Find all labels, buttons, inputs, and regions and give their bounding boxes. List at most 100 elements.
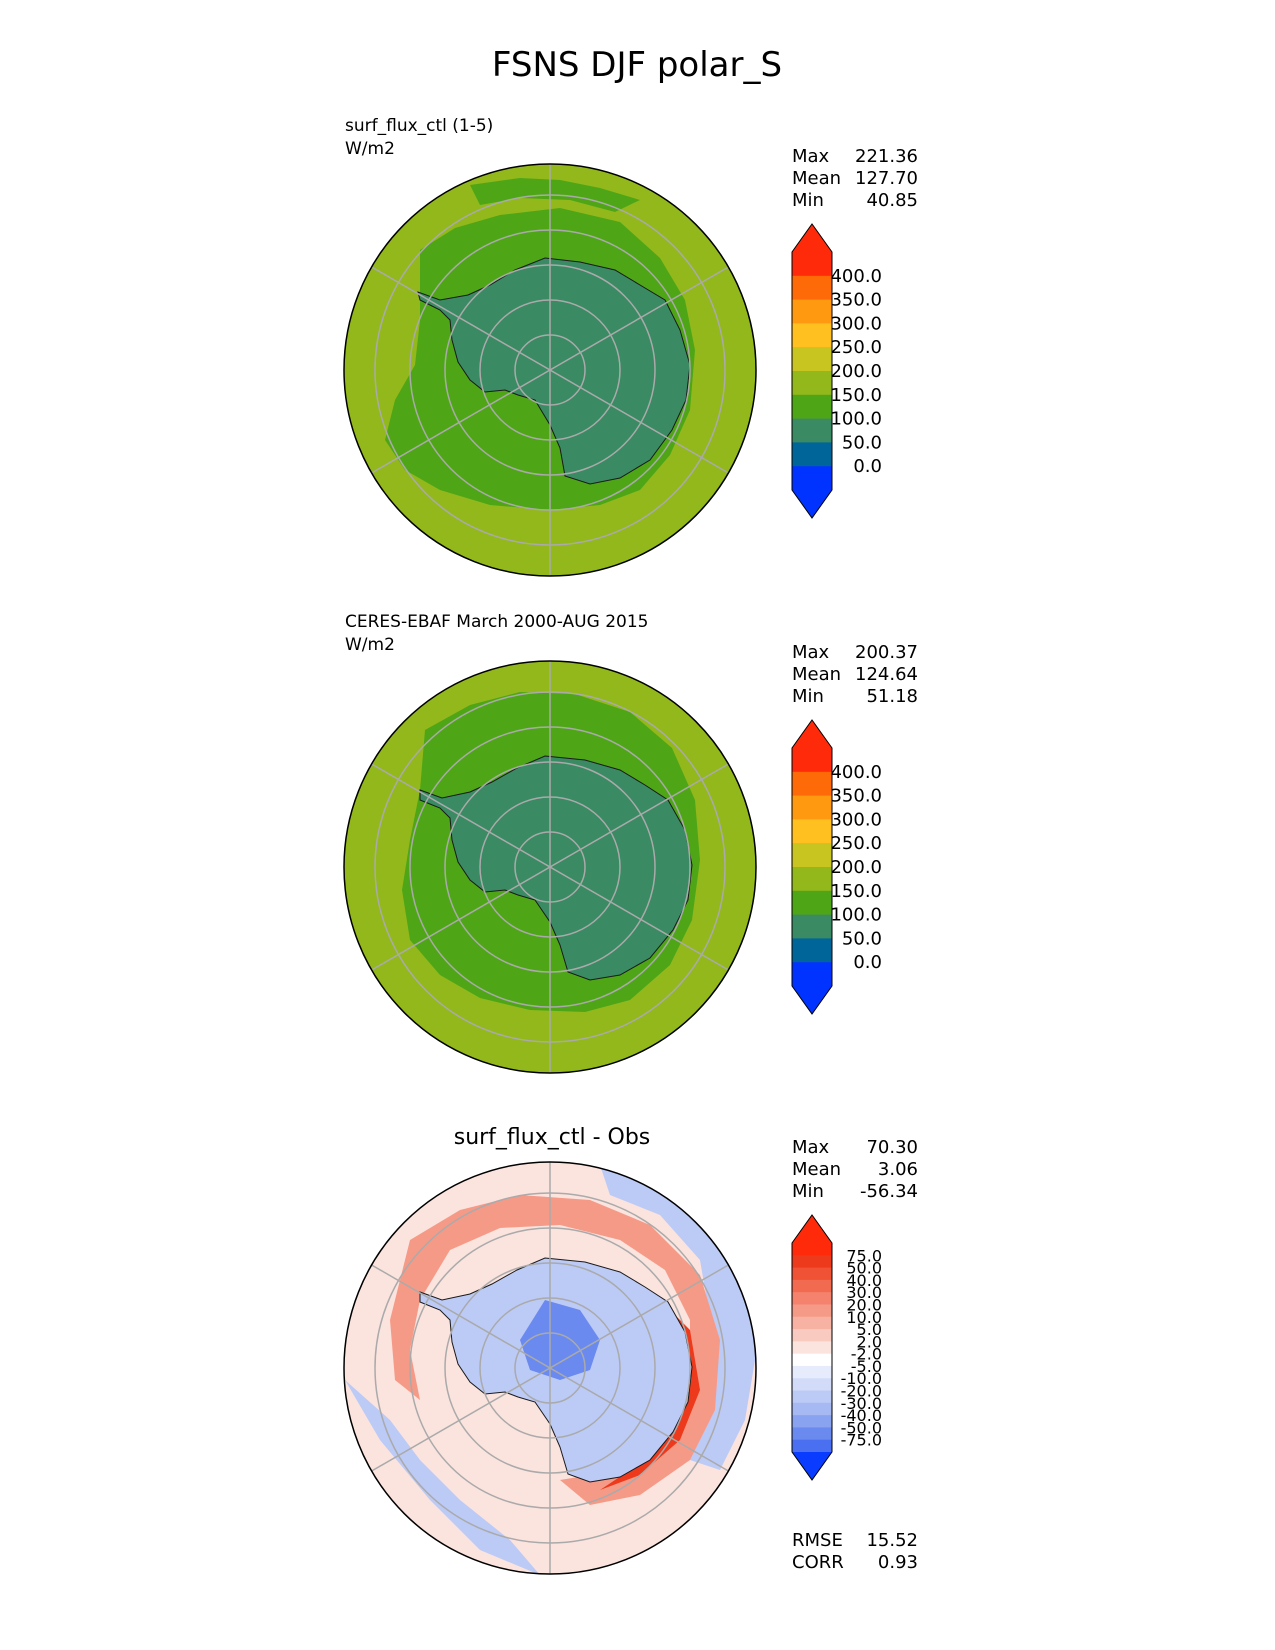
stat-value: 200.37 xyxy=(855,642,918,663)
colorbar-segment xyxy=(792,1255,832,1269)
colorbar-tick-label: 400.0 xyxy=(830,266,882,287)
colorbar-segment xyxy=(792,1304,832,1318)
colorbar-segment xyxy=(792,1427,832,1441)
stats-block: Max 70.30 Mean 3.06 Min -56.34 xyxy=(792,1137,918,1202)
stat-label: Min xyxy=(792,190,824,211)
map-boundary xyxy=(343,163,757,577)
colorbar-segment xyxy=(792,1402,832,1416)
panel-model: surf_flux_ctl (1-5) W/m2 Max 221.36 Mean… xyxy=(343,116,918,577)
stat-value: 51.18 xyxy=(866,686,918,707)
colorbar-segment xyxy=(792,1329,832,1342)
colorbar-tick-label: -30.0 xyxy=(841,1394,882,1413)
colorbar-tick-label: 300.0 xyxy=(830,313,882,334)
colorbar-segment xyxy=(792,275,832,301)
colorbar-segment xyxy=(792,1365,832,1379)
colorbar-tick-label: -5.0 xyxy=(851,1357,882,1376)
map-graticule xyxy=(371,661,729,1073)
panel-title: surf_flux_ctl (1-5) xyxy=(345,116,493,136)
colorbar-tick-label: 5.0 xyxy=(857,1320,882,1339)
colorbar-segment xyxy=(792,962,832,987)
colorbar: 75.050.040.030.020.010.05.02.0-2.0-5.0-1… xyxy=(791,1214,882,1481)
colorbar-tick-label: 0.0 xyxy=(853,456,882,477)
panel-observation: CERES-EBAF March 2000-AUG 2015 W/m2 Max … xyxy=(343,612,918,1074)
metrics-block: RMSE 15.52 CORR 0.93 xyxy=(792,1530,918,1573)
colorbar-tick-label: 150.0 xyxy=(830,881,882,902)
stat-value: -56.34 xyxy=(860,1181,918,1202)
colorbar-segment xyxy=(792,914,832,939)
stat-value: 70.30 xyxy=(866,1137,918,1158)
stat-value: 40.85 xyxy=(866,190,918,211)
colorbar-tick-label: 50.0 xyxy=(842,928,882,949)
colorbar-tick-label: 350.0 xyxy=(830,290,882,311)
colorbar-segment xyxy=(792,748,832,773)
stat-value: 124.64 xyxy=(855,664,918,685)
colorbar-tick-label: 2.0 xyxy=(857,1332,882,1351)
colorbar-segment xyxy=(792,867,832,892)
stat-label: Min xyxy=(792,1181,824,1202)
colorbar-tick-label: 400.0 xyxy=(830,762,882,783)
colorbar-segment xyxy=(792,442,832,467)
colorbar-segment xyxy=(792,1439,832,1453)
colorbar-segment xyxy=(792,466,832,491)
colorbar-tick-label: 350.0 xyxy=(830,786,882,807)
polar-map xyxy=(344,164,756,576)
colorbar-segment xyxy=(792,1415,832,1428)
colorbar-tick-label: 0.0 xyxy=(853,952,882,973)
colorbar-segment xyxy=(792,1292,832,1305)
colorbar-segment xyxy=(792,1267,832,1281)
colorbar-tick-label: 250.0 xyxy=(830,337,882,358)
panel-units: W/m2 xyxy=(345,139,395,159)
colorbar-segment xyxy=(792,1378,832,1392)
colorbar-tick-label: -2.0 xyxy=(851,1345,882,1364)
map-antarctica xyxy=(417,257,691,485)
map-boundary xyxy=(343,1161,757,1575)
colorbar-segment xyxy=(792,1390,832,1404)
colorbar-tick-label: 30.0 xyxy=(846,1283,882,1302)
colorbar-tick-label: -10.0 xyxy=(841,1369,882,1388)
stat-label: Mean xyxy=(792,664,841,685)
colorbar-outline xyxy=(791,223,833,519)
stat-value: 221.36 xyxy=(855,146,918,167)
colorbar-segment xyxy=(792,299,832,324)
colorbar-segment xyxy=(792,795,832,820)
colorbar-segment xyxy=(792,1316,832,1330)
colorbar-extend-bottom xyxy=(792,490,832,518)
colorbar-segment xyxy=(792,1353,832,1367)
stat-label: Max xyxy=(792,146,830,167)
stats-block: Max 200.37 Mean 124.64 Min 51.18 xyxy=(792,642,918,707)
stat-label: Max xyxy=(792,1137,830,1158)
colorbar-tick-label: 50.0 xyxy=(842,432,882,453)
colorbar-segment xyxy=(792,371,832,396)
map-diff-negative-interior xyxy=(520,1300,600,1380)
colorbar-tick-label: 10.0 xyxy=(846,1308,882,1327)
stat-label: Min xyxy=(792,686,824,707)
colorbar-tick-label: 200.0 xyxy=(830,361,882,382)
colorbar-segment xyxy=(792,890,832,916)
colorbar-extend-bottom xyxy=(792,1452,832,1480)
colorbar-tick-label: 40.0 xyxy=(846,1271,882,1290)
colorbar-tick-label: 150.0 xyxy=(830,385,882,406)
colorbar-tick-label: 100.0 xyxy=(830,905,882,926)
colorbar-segment xyxy=(792,938,832,963)
stat-value: 127.70 xyxy=(855,168,918,189)
colorbar-segment xyxy=(792,394,832,420)
colorbar-tick-label: 20.0 xyxy=(846,1295,882,1314)
colorbar-segment xyxy=(792,819,832,844)
colorbar-tick-label: 100.0 xyxy=(830,409,882,430)
metric-value: 15.52 xyxy=(866,1530,918,1551)
colorbar-extend-top xyxy=(792,1215,832,1243)
stats-block: Max 221.36 Mean 127.70 Min 40.85 xyxy=(792,146,918,211)
colorbar-tick-label: -75.0 xyxy=(841,1431,882,1450)
panel-title: surf_flux_ctl - Obs xyxy=(454,1125,651,1150)
colorbar-segment xyxy=(792,252,832,277)
stat-value: 3.06 xyxy=(878,1159,918,1180)
colorbar-tick-label: -50.0 xyxy=(841,1418,882,1437)
metric-value: 0.93 xyxy=(878,1552,918,1573)
colorbar-tick-label: 50.0 xyxy=(846,1259,882,1278)
colorbar-segment xyxy=(792,843,832,868)
colorbar-segment xyxy=(792,323,832,348)
colorbar-tick-label: 200.0 xyxy=(830,857,882,878)
map-diff-negative-southwest xyxy=(345,1380,540,1574)
figure-title: FSNS DJF polar_S xyxy=(492,45,782,85)
